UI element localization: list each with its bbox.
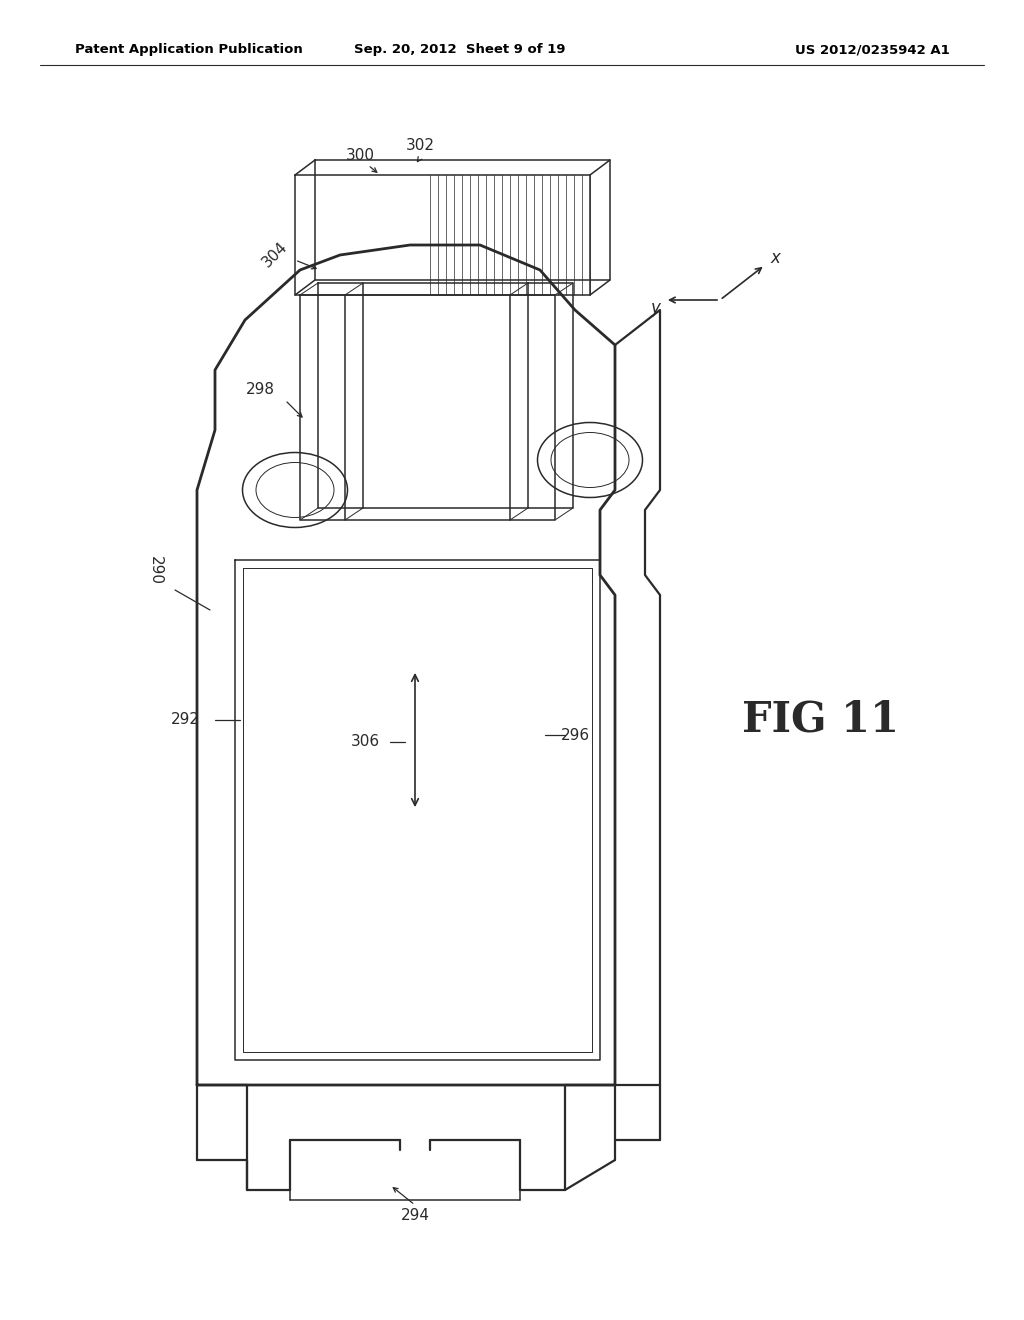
Text: 294: 294 [400, 1208, 429, 1222]
Text: 306: 306 [350, 734, 380, 750]
Text: Patent Application Publication: Patent Application Publication [75, 44, 303, 57]
Text: y: y [650, 300, 659, 317]
Text: 290: 290 [147, 556, 163, 585]
Text: Sep. 20, 2012  Sheet 9 of 19: Sep. 20, 2012 Sheet 9 of 19 [354, 44, 565, 57]
Text: 302: 302 [406, 137, 434, 153]
Text: 298: 298 [246, 383, 274, 397]
Text: 296: 296 [560, 727, 590, 742]
Text: x: x [770, 249, 780, 267]
Text: 304: 304 [259, 239, 291, 271]
Text: 300: 300 [345, 148, 375, 162]
Text: US 2012/0235942 A1: US 2012/0235942 A1 [796, 44, 950, 57]
Text: FIG 11: FIG 11 [741, 700, 898, 741]
Text: 292: 292 [171, 713, 200, 727]
